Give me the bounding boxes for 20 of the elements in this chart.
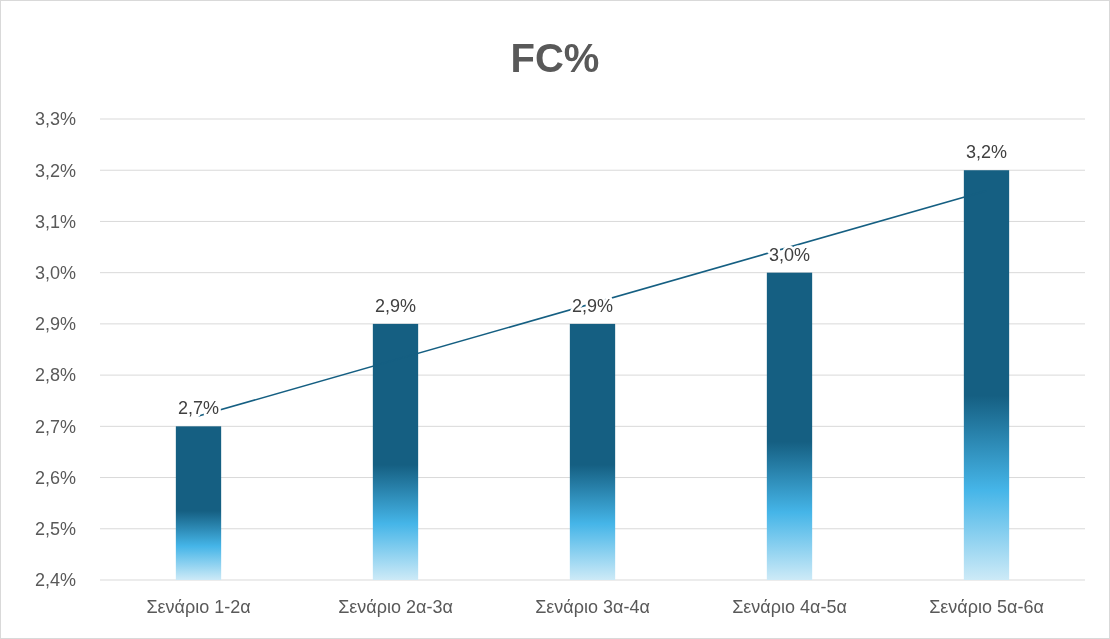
x-tick-label: Σενάριο 2α-3α [338,597,453,617]
chart-title: FC% [510,36,600,80]
y-tick-label: 2,9% [34,314,76,335]
data-label: 3,0% [768,244,811,265]
y-tick-label: 2,5% [34,519,76,540]
x-tick-label: Σενάριο 1-2α [146,597,251,617]
x-tick-label: Σενάριο 5α-6α [929,597,1044,617]
y-tick-label: 3,1% [34,211,76,232]
y-tick-label: 3,0% [34,262,76,283]
y-tick-label: 2,7% [34,416,76,437]
y-tick-label: 3,2% [34,160,76,181]
x-tick-label: Σενάριο 4α-5α [732,597,847,617]
x-tick-label: Σενάριο 3α-4α [535,597,650,617]
y-tick-label: 2,6% [34,467,76,488]
y-tick-label: 3,3% [34,109,76,130]
data-label: 2,7% [177,398,220,419]
y-tick-label: 2,8% [34,365,76,386]
y-tick-label: 2,4% [34,570,76,591]
data-label: 2,9% [374,295,417,316]
data-label: 3,2% [965,142,1008,163]
